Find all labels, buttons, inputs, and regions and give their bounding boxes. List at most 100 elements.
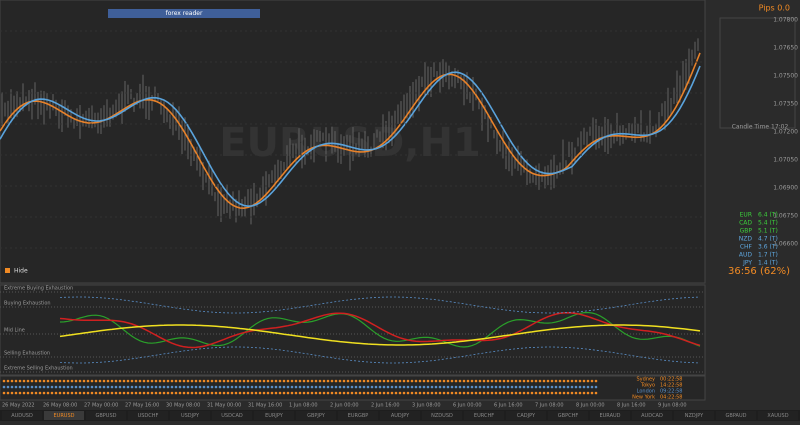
lower-band	[59, 346, 701, 364]
session-dot	[194, 379, 198, 383]
session-dot	[198, 391, 202, 395]
session-dot	[138, 379, 142, 383]
tab[interactable]	[380, 411, 420, 420]
tab-label[interactable]: GBPJPY	[307, 413, 326, 419]
tab-label[interactable]: USDCAD	[221, 413, 243, 419]
panel-header[interactable]	[108, 9, 260, 18]
tab-label[interactable]: EURGBP	[348, 413, 369, 419]
session-dot	[462, 385, 466, 389]
tab-label[interactable]: EURUSD	[54, 413, 75, 419]
session-dot	[54, 385, 58, 389]
session-dot	[442, 379, 446, 383]
tab-label[interactable]: AUDUSD	[11, 413, 33, 419]
tab[interactable]	[128, 411, 168, 420]
tab-label[interactable]: EURAUD	[599, 413, 620, 419]
session-dot	[122, 385, 126, 389]
tab-label[interactable]: NZDUSD	[431, 413, 453, 419]
tab[interactable]	[212, 411, 252, 420]
tab-label[interactable]: USDCHF	[138, 413, 159, 419]
session-dot	[86, 379, 90, 383]
session-dot	[110, 379, 114, 383]
session-dot	[86, 391, 90, 395]
tab-label[interactable]: GBPAUD	[726, 413, 747, 419]
session-dot	[138, 385, 142, 389]
tab[interactable]	[254, 411, 294, 420]
tab[interactable]	[716, 411, 756, 420]
tab[interactable]	[422, 411, 462, 420]
session-dot	[518, 391, 522, 395]
session-dot	[218, 391, 222, 395]
date-label: 31 May 00:00	[207, 403, 241, 409]
tab-label[interactable]: EURCHF	[474, 413, 494, 419]
session-dot	[486, 379, 490, 383]
session-dot	[398, 379, 402, 383]
tab[interactable]	[2, 411, 42, 420]
price-label: 1.07650	[773, 45, 798, 52]
session-dot	[78, 391, 82, 395]
session-dot	[286, 391, 290, 395]
tab-label[interactable]: GBPUSD	[95, 413, 116, 419]
date-label: 3 Jun 08:00	[412, 403, 441, 409]
hide-label[interactable]: Hide	[14, 268, 28, 275]
session-dot	[330, 391, 334, 395]
session-dot	[414, 391, 418, 395]
session-name: London	[637, 389, 655, 395]
session-dot	[26, 391, 30, 395]
session-dot	[330, 385, 334, 389]
tab-label[interactable]: AUDJPY	[391, 413, 410, 419]
session-dot	[474, 391, 478, 395]
tab[interactable]	[632, 411, 672, 420]
hide-box[interactable]	[5, 268, 10, 273]
tab[interactable]	[170, 411, 210, 420]
tab[interactable]	[506, 411, 546, 420]
tab[interactable]	[590, 411, 630, 420]
tab-label[interactable]: USDJPY	[181, 413, 200, 419]
session-dot	[170, 385, 174, 389]
session-dot	[2, 391, 6, 395]
strength-value: 1.4 (T)	[758, 260, 778, 267]
session-dot	[546, 391, 550, 395]
tab[interactable]	[674, 411, 714, 420]
session-dot	[314, 379, 318, 383]
tab-label[interactable]: EURJPY	[265, 413, 284, 419]
session-dot	[402, 391, 406, 395]
tab-label[interactable]: GBPCHF	[558, 413, 579, 419]
session-dot	[134, 391, 138, 395]
tab-label[interactable]: XAUUSD	[767, 413, 788, 419]
tab-label[interactable]: NZDJPY	[685, 413, 704, 419]
session-dot	[38, 379, 42, 383]
session-dot	[234, 379, 238, 383]
tab[interactable]	[296, 411, 336, 420]
tab[interactable]	[758, 411, 798, 420]
session-dot	[66, 379, 70, 383]
session-dot	[142, 385, 146, 389]
session-dot	[346, 379, 350, 383]
tab[interactable]	[548, 411, 588, 420]
tab-label[interactable]: AUDCAD	[641, 413, 663, 419]
session-dot	[34, 379, 38, 383]
session-dot	[26, 385, 30, 389]
session-dot	[326, 385, 330, 389]
session-dot	[150, 385, 154, 389]
session-dot	[450, 385, 454, 389]
session-dot	[398, 391, 402, 395]
session-dot	[98, 379, 102, 383]
session-dot	[246, 391, 250, 395]
tab[interactable]	[464, 411, 504, 420]
session-dot	[210, 391, 214, 395]
candle-time: Candle Time 17:02	[732, 124, 789, 131]
currency: CHF	[740, 244, 753, 251]
session-dot	[106, 391, 110, 395]
session-dot	[26, 379, 30, 383]
session-dot	[358, 391, 362, 395]
session-dot	[118, 391, 122, 395]
session-dot	[134, 379, 138, 383]
tab[interactable]	[86, 411, 126, 420]
tab[interactable]	[44, 411, 84, 420]
tab-label[interactable]: CADJPY	[517, 413, 536, 419]
session-dot	[170, 379, 174, 383]
date-label: 27 May 16:00	[125, 403, 159, 409]
session-dot	[330, 379, 334, 383]
tab[interactable]	[338, 411, 378, 420]
session-dot	[258, 391, 262, 395]
